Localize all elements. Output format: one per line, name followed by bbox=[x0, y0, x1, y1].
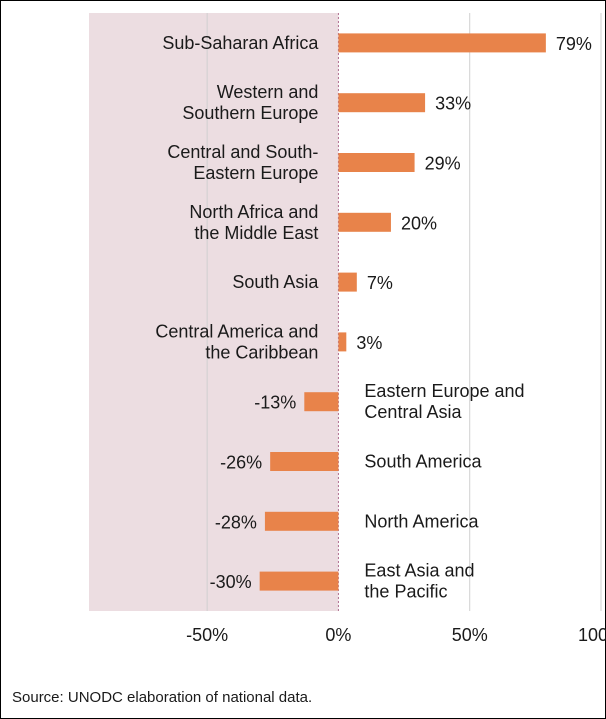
category-label-line: Eastern Europe and bbox=[364, 381, 524, 401]
category-label: Sub-Saharan Africa bbox=[162, 33, 319, 53]
category-label-line: Central and South- bbox=[167, 142, 318, 162]
category-label-line: Western and bbox=[217, 82, 319, 102]
x-tick-label: 100% bbox=[578, 625, 606, 645]
x-tick-label: 0% bbox=[325, 625, 351, 645]
category-label-line: East Asia and bbox=[364, 561, 474, 581]
category-label-line: South Asia bbox=[232, 272, 319, 292]
negative-region-shading bbox=[89, 13, 339, 611]
category-label-line: the Middle East bbox=[194, 223, 318, 243]
category-label-line: Eastern Europe bbox=[193, 163, 318, 183]
value-label: -13% bbox=[254, 393, 296, 413]
bar bbox=[338, 153, 415, 172]
category-label: North Africa and the Middle East bbox=[189, 202, 318, 243]
category-label: South Asia bbox=[232, 272, 319, 292]
bar bbox=[338, 332, 347, 352]
value-label: 29% bbox=[425, 154, 461, 174]
value-label: -30% bbox=[210, 572, 252, 592]
x-tick-label: 50% bbox=[452, 625, 488, 645]
category-label-line: Central America and bbox=[155, 321, 318, 341]
category-label-line: Southern Europe bbox=[182, 103, 318, 123]
category-label: North America bbox=[364, 511, 479, 531]
value-label: 33% bbox=[435, 94, 471, 114]
value-label: -26% bbox=[220, 453, 262, 473]
category-label-line: South America bbox=[364, 452, 482, 472]
category-label-line: the Caribbean bbox=[205, 342, 318, 362]
category-label-line: North Africa and bbox=[189, 202, 318, 222]
category-label: Central America and the Caribbean bbox=[155, 321, 318, 362]
category-label-line: Central Asia bbox=[364, 402, 462, 422]
category-label: Central and South-Eastern Europe bbox=[167, 142, 318, 183]
value-label: 3% bbox=[356, 333, 382, 353]
bar-chart: -50% 0% 50% 100% Sub-Saharan Africa 79% Wester… bbox=[89, 13, 606, 645]
bar bbox=[270, 452, 339, 471]
category-label-line: North America bbox=[364, 511, 479, 531]
category-label: Western and Southern Europe bbox=[182, 82, 318, 123]
value-label: 7% bbox=[367, 273, 393, 293]
value-label: 20% bbox=[401, 213, 437, 233]
category-label-line: Sub-Saharan Africa bbox=[162, 33, 319, 53]
bar bbox=[259, 571, 339, 591]
category-label: South America bbox=[364, 452, 482, 472]
category-label-line: the Pacific bbox=[364, 582, 447, 602]
bar bbox=[338, 212, 391, 232]
bar bbox=[338, 272, 357, 292]
bar bbox=[304, 392, 339, 412]
bar bbox=[338, 33, 546, 53]
category-label: Eastern Europe and Central Asia bbox=[364, 381, 524, 422]
category-label: East Asia and the Pacific bbox=[364, 561, 474, 602]
bar bbox=[264, 511, 339, 531]
value-label: -28% bbox=[215, 512, 257, 532]
source-note: Source: UNODC elaboration of national da… bbox=[12, 689, 313, 706]
x-tick-label: -50% bbox=[186, 625, 228, 645]
bar bbox=[338, 93, 426, 113]
value-label: 79% bbox=[556, 34, 592, 54]
